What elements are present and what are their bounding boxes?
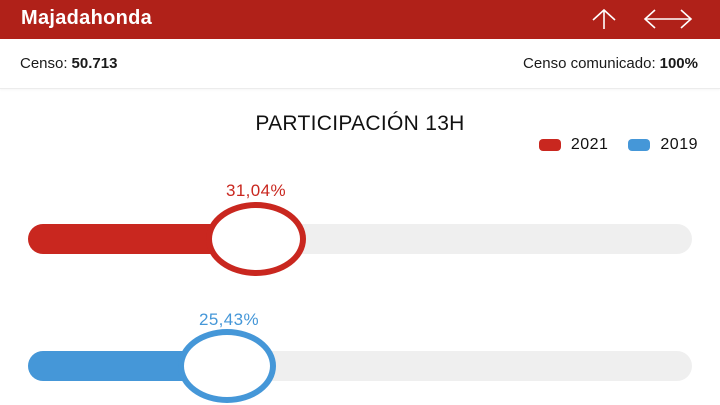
chart-legend: 2021 2019 (519, 136, 698, 154)
participation-track-2019 (28, 329, 692, 403)
census-label: Censo: (20, 55, 68, 72)
census: Censo: 50.713 (20, 55, 117, 72)
census-value: 50.713 (71, 55, 118, 72)
chart-title: PARTICIPACIÓN 13H (255, 112, 465, 135)
legend-swatch-2019 (628, 139, 651, 151)
census-reported-label: Censo comunicado: (523, 55, 656, 72)
census-info-bar: Censo: 50.713 Censo comunicado: 100% (0, 39, 720, 89)
legend-swatch-2021 (538, 139, 561, 151)
participation-value-2021: 31,04% (225, 181, 287, 200)
municipality-title: Majadahonda (21, 7, 153, 29)
legend-item-2019: 2019 (628, 136, 698, 154)
arrow-left-right-icon[interactable] (642, 4, 694, 34)
participation-slider-knob-2019[interactable] (178, 329, 276, 403)
census-reported-value: 100% (659, 55, 698, 72)
participation-track-2021 (28, 202, 692, 276)
arrow-up-icon[interactable] (588, 4, 620, 34)
app-header: Majadahonda (0, 0, 720, 39)
census-reported: Censo comunicado: 100% (523, 55, 698, 72)
legend-item-2021: 2021 (538, 136, 609, 154)
legend-label-2021: 2021 (570, 136, 609, 153)
participation-slider-knob-2021[interactable] (206, 202, 306, 276)
participation-value-2019: 25,43% (198, 310, 260, 329)
legend-label-2019: 2019 (660, 136, 698, 153)
